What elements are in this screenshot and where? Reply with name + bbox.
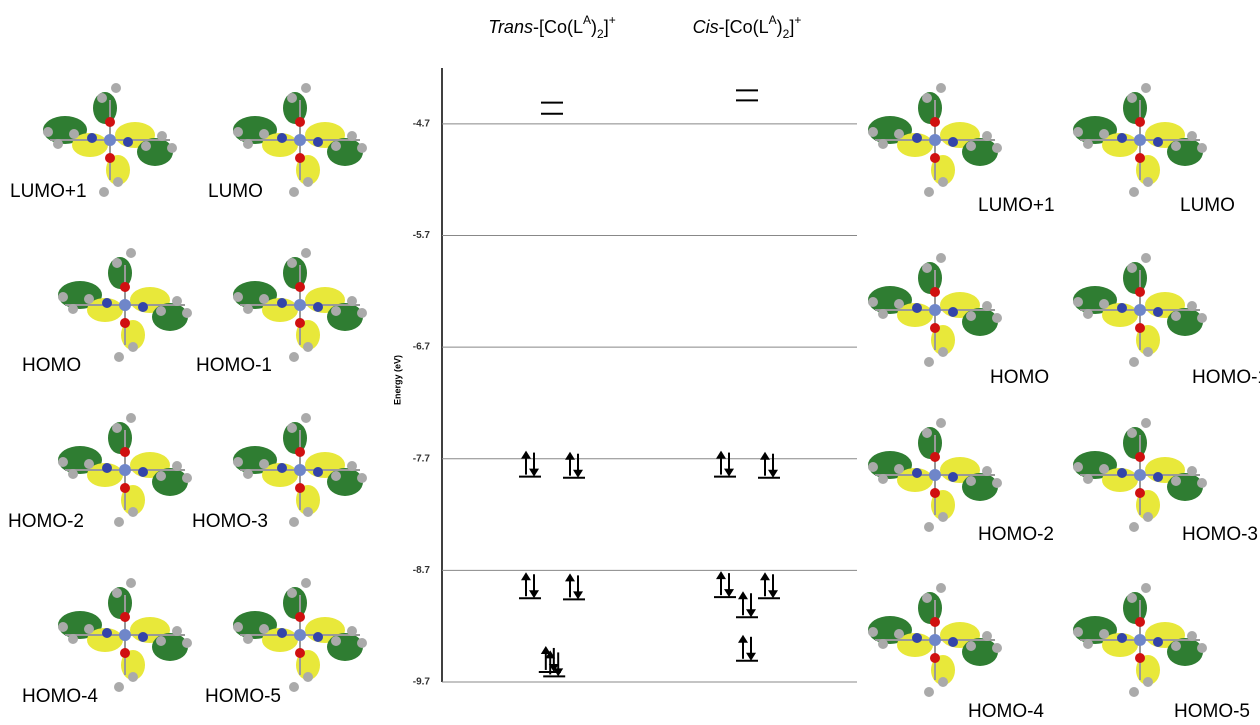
arrow-head [724, 468, 734, 477]
arrow-head [548, 663, 559, 672]
title-part: Trans [488, 17, 533, 37]
electron-pair [565, 573, 583, 600]
orbital-label: HOMO-4 [968, 701, 1044, 722]
orbital-label: HOMO-2 [978, 524, 1054, 545]
arrow-head [529, 468, 539, 477]
y-tick-label: -5.7 [413, 230, 431, 241]
arrow-head [768, 469, 778, 478]
arrow-head [738, 591, 748, 600]
title-part: A [583, 13, 591, 27]
y-tick-label: -9.7 [413, 677, 431, 688]
title-part: ] [604, 17, 609, 37]
orbital-images [42, 82, 1208, 698]
arrow-head [724, 589, 734, 598]
orbital-label: HOMO-3 [1182, 524, 1258, 545]
orbital-label: LUMO [1180, 195, 1235, 216]
y-tick-label: -7.7 [413, 453, 431, 464]
orbital-label: LUMO+1 [978, 195, 1055, 216]
arrow-head [716, 450, 726, 459]
title-part: + [794, 13, 801, 27]
arrow-head [760, 572, 770, 581]
y-tick-label: -6.7 [413, 342, 431, 353]
electron-pair [521, 572, 539, 599]
arrow-head [573, 469, 583, 478]
title-part: 2 [783, 27, 790, 41]
electron-pair [738, 591, 756, 618]
arrow-head [521, 450, 531, 459]
orbital-label: HOMO-1 [196, 355, 272, 376]
y-tick-label: -4.7 [413, 118, 431, 129]
orbital-label: HOMO-5 [205, 686, 281, 707]
orbital-label: HOMO-3 [192, 511, 268, 532]
electron-pair [738, 634, 756, 661]
electron-pair [716, 450, 734, 477]
arrow-head [529, 590, 539, 599]
arrow-head [521, 572, 531, 581]
orbital-label: HOMO-1 [1192, 367, 1260, 388]
y-axis-label: Energy (eV) [392, 355, 402, 405]
arrow-head [553, 668, 564, 677]
arrow-head [760, 451, 770, 460]
electron-pair [760, 572, 778, 599]
orbital-label: LUMO+1 [10, 181, 87, 202]
column-title: Cis-[Co(LA)2]+ [693, 13, 802, 41]
arrow-head [573, 591, 583, 600]
arrow-head [716, 571, 726, 580]
arrow-head [746, 609, 756, 618]
arrow-head [545, 650, 556, 659]
orbital-label: HOMO [22, 355, 81, 376]
electron-pair [540, 645, 559, 672]
title-part: A [769, 13, 777, 27]
electron-pair [716, 571, 734, 598]
arrow-head [565, 451, 575, 460]
electron-pair [565, 451, 583, 478]
title-part: 2 [597, 27, 604, 41]
arrow-head [746, 652, 756, 661]
orbital-label: HOMO-5 [1174, 701, 1250, 722]
column-title: Trans-[Co(LA)2]+ [488, 13, 615, 41]
y-tick-label: -8.7 [413, 565, 431, 576]
title-part: ) [591, 17, 597, 37]
electron-pair [545, 650, 564, 677]
orbital-label: LUMO [208, 181, 263, 202]
title-part: + [609, 13, 616, 27]
title-part: ] [789, 17, 794, 37]
title-part: ) [777, 17, 783, 37]
electron-pair [760, 451, 778, 478]
arrow-head [768, 590, 778, 599]
title-part: -[Co(L [533, 17, 583, 37]
orbital-label: HOMO-2 [8, 511, 84, 532]
title-part: Cis [693, 17, 719, 37]
arrow-head [738, 634, 748, 643]
orbital-label: HOMO [990, 367, 1049, 388]
title-part: -[Co(L [719, 17, 769, 37]
arrow-head [565, 573, 575, 582]
orbital-label: HOMO-4 [22, 686, 98, 707]
electron-pair [521, 450, 539, 477]
arrow-head [540, 645, 551, 654]
